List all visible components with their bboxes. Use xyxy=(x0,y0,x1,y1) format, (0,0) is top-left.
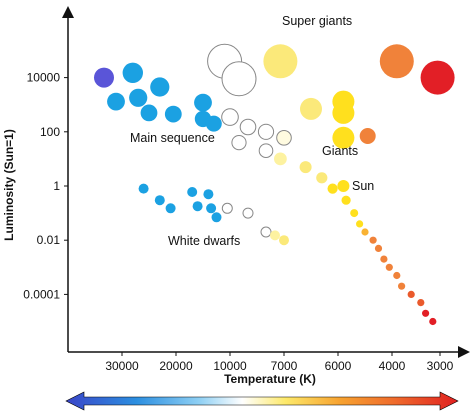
star-point-main-sequence xyxy=(276,130,292,146)
star-point-main-sequence xyxy=(129,88,148,107)
temperature-color-bar xyxy=(65,391,459,411)
x-tick-label: 20000 xyxy=(159,359,193,373)
star-point-giants xyxy=(300,97,322,120)
annotation-giants: Giants xyxy=(322,144,358,158)
star-point-giants xyxy=(359,128,376,144)
annotation-super-giants: Super giants xyxy=(282,14,352,28)
x-tick-label: 10000 xyxy=(213,359,247,373)
x-tick-group: 30000 20000 10000 7000 6000 4000 3000 xyxy=(105,352,454,373)
annotation-white-dwarfs: White dwarfs xyxy=(168,234,240,248)
star-point-white-dwarfs xyxy=(260,226,272,238)
y-tick-group: 0.0001 0.01 1 100 10000 xyxy=(23,71,68,301)
star-point-main-sequence xyxy=(369,236,377,244)
star-point-main-sequence xyxy=(122,62,143,83)
star-point-white-dwarfs xyxy=(279,235,289,246)
star-point-main-sequence xyxy=(356,220,364,228)
x-tick-label: 4000 xyxy=(379,359,406,373)
star-point-white-dwarfs xyxy=(242,207,254,219)
star-point-giants xyxy=(332,101,355,124)
y-tick-label: 0.01 xyxy=(37,233,61,247)
star-point-main-sequence xyxy=(417,299,425,307)
x-axis-label: Temperature (K) xyxy=(224,372,316,386)
star-point-main-sequence xyxy=(221,108,239,126)
star-point-white-dwarfs xyxy=(187,187,198,197)
star-point-super-giants xyxy=(420,60,455,95)
x-tick-label: 3000 xyxy=(427,359,454,373)
stars-group xyxy=(94,43,455,326)
x-tick-label: 6000 xyxy=(325,359,352,373)
star-point-main-sequence xyxy=(274,152,287,166)
star-point-main-sequence xyxy=(385,263,393,271)
star-point-main-sequence xyxy=(374,244,383,252)
star-point-main-sequence xyxy=(316,172,328,184)
star-point-white-dwarfs xyxy=(270,230,280,241)
star-point-main-sequence xyxy=(398,282,406,290)
star-point-white-dwarfs xyxy=(138,183,149,194)
star-point-white-dwarfs xyxy=(221,202,233,214)
star-point-main-sequence xyxy=(140,104,158,122)
star-point-main-sequence xyxy=(429,317,437,326)
star-point-main-sequence xyxy=(205,115,222,132)
star-point-white-dwarfs xyxy=(206,203,217,214)
y-tick-label: 0.0001 xyxy=(23,287,60,301)
star-point-super-giants xyxy=(221,61,257,97)
star-point-main-sequence xyxy=(350,209,359,218)
annotation-main-sequence: Main sequence xyxy=(130,131,215,145)
star-point-main-sequence xyxy=(150,77,170,97)
star-point-super-giants xyxy=(263,44,298,79)
star-point-main-sequence xyxy=(257,123,275,140)
y-axis-label: Luminosity (Sun=1) xyxy=(2,129,16,241)
star-point-white-dwarfs xyxy=(192,201,203,212)
star-point-main-sequence xyxy=(299,161,312,174)
star-point-main-sequence xyxy=(407,290,415,298)
x-tick-label: 30000 xyxy=(105,359,139,373)
star-point-sun xyxy=(337,180,350,192)
star-point-main-sequence xyxy=(94,67,114,88)
star-point-main-sequence xyxy=(361,228,369,236)
star-point-white-dwarfs xyxy=(154,195,165,206)
star-point-super-giants xyxy=(379,44,414,79)
star-point-white-dwarfs xyxy=(211,212,222,223)
star-point-main-sequence xyxy=(258,143,274,158)
star-point-main-sequence xyxy=(239,118,257,136)
star-point-white-dwarfs xyxy=(165,203,176,214)
star-point-main-sequence xyxy=(341,195,351,205)
star-point-white-dwarfs xyxy=(203,189,214,200)
annotation-sun: Sun xyxy=(352,179,374,193)
star-point-giants xyxy=(332,126,355,149)
star-point-main-sequence xyxy=(231,135,247,151)
star-point-main-sequence xyxy=(107,92,125,111)
x-tick-label: 7000 xyxy=(271,359,298,373)
star-point-main-sequence xyxy=(422,309,430,317)
y-tick-label: 1 xyxy=(53,179,60,193)
star-point-main-sequence xyxy=(327,183,338,194)
star-point-main-sequence xyxy=(194,93,212,112)
star-point-main-sequence xyxy=(393,271,401,280)
y-tick-label: 100 xyxy=(40,125,60,139)
star-point-main-sequence xyxy=(380,255,388,263)
star-point-main-sequence xyxy=(164,105,182,123)
y-tick-label: 10000 xyxy=(27,71,61,85)
